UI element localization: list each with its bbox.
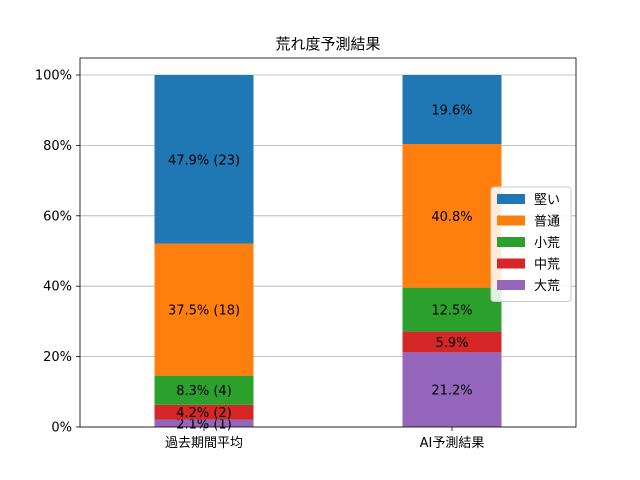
legend-swatch <box>497 258 525 269</box>
bar-segment <box>154 75 254 244</box>
y-tick-label: 60% <box>43 209 72 224</box>
legend-label: 普通 <box>534 215 560 230</box>
bar-data-label: 40.8% <box>431 210 472 225</box>
y-tick-label: 80% <box>43 139 72 154</box>
bar-segment <box>402 143 502 288</box>
legend-swatch <box>497 280 525 290</box>
bar-segment <box>154 404 254 420</box>
legend-swatch <box>497 194 525 204</box>
bar-data-label: 21.2% <box>431 384 472 399</box>
bar-segment <box>402 287 502 332</box>
y-tick-label: 100% <box>35 69 72 84</box>
legend-label: 大荒 <box>534 279 560 294</box>
legend-label: 中荒 <box>534 258 560 273</box>
plot-frame <box>79 57 577 428</box>
bar-segment <box>402 352 502 427</box>
axes: 0% 20% 40% 60% 80% 100% 過去期間平均 AI予測結果 <box>35 57 577 451</box>
bar-data-label: 19.6% <box>431 103 472 118</box>
legend-label: 堅い <box>534 193 560 208</box>
bar-segment <box>154 375 254 405</box>
y-tick-label: 40% <box>43 280 72 295</box>
legend-label: 小荒 <box>534 236 560 251</box>
legend-swatch <box>497 215 525 226</box>
bar-data-label: 2.1% (1) <box>176 417 232 432</box>
bar-data-label: 37.5% (18) <box>168 304 240 319</box>
bar-segment <box>402 75 502 144</box>
bar-segment <box>402 331 502 353</box>
chart-title: 荒れ度予測結果 <box>275 35 380 53</box>
bar-data-label: 47.9% (23) <box>168 153 240 168</box>
y-tick-label: 0% <box>51 421 72 436</box>
x-tick-label: 過去期間平均 <box>165 436 243 451</box>
bar-data-label: 5.9% <box>435 336 468 351</box>
bar-segment <box>154 243 254 376</box>
bar-segment <box>154 419 254 427</box>
bar-data-label: 12.5% <box>431 304 472 319</box>
bar-data-label: 4.2% (2) <box>176 406 232 421</box>
x-tick-label: AI予測結果 <box>420 436 485 451</box>
bars: 2.1% (1)4.2% (2) 8.3% (4) 37.5% (18) 47.9% … <box>154 75 502 432</box>
y-tick-label: 20% <box>43 350 72 365</box>
legend-swatch <box>497 237 525 247</box>
bar-data-label: 8.3% (4) <box>176 384 232 399</box>
